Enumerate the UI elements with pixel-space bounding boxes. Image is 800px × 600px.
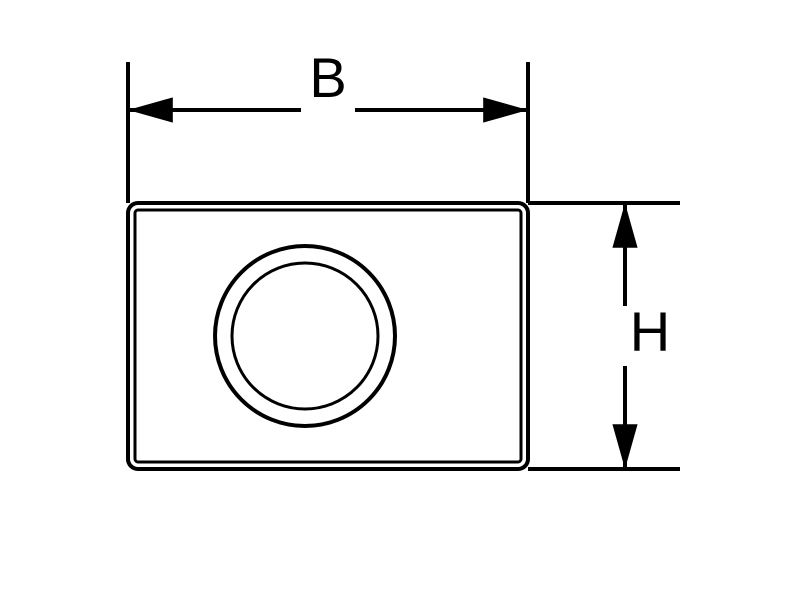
button-inner-circle (232, 263, 378, 409)
technical-diagram: B H (0, 0, 800, 600)
width-label: B (309, 46, 346, 109)
height-dimension: H (528, 203, 680, 469)
plate-outer-rect (128, 203, 528, 469)
height-label: H (630, 300, 670, 363)
width-dimension: B (128, 46, 528, 203)
button-outer-circle (215, 246, 395, 426)
